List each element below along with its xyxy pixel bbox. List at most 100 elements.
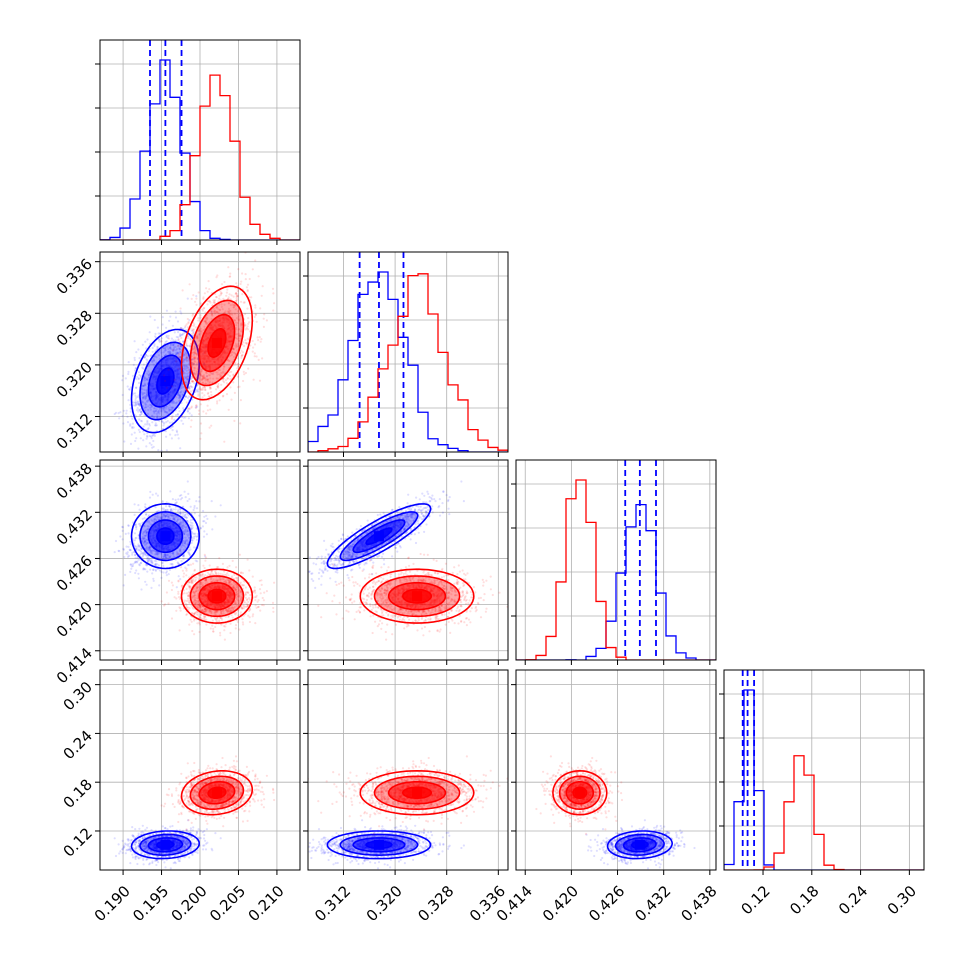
data-point: [194, 326, 197, 329]
data-point: [195, 507, 199, 510]
data-point: [195, 404, 198, 407]
data-point: [195, 335, 199, 338]
data-point: [146, 557, 149, 560]
data-point: [152, 434, 155, 437]
data-point: [171, 406, 174, 409]
data-point: [138, 418, 141, 421]
data-point: [127, 399, 130, 402]
data-point: [131, 563, 135, 566]
data-point: [220, 371, 223, 375]
data-point: [146, 525, 149, 528]
data-point: [203, 520, 206, 523]
data-point: [227, 609, 230, 612]
data-point: [235, 333, 238, 336]
data-point: [160, 517, 163, 520]
data-point: [159, 416, 162, 419]
data-point: [135, 351, 138, 354]
data-point: [197, 368, 200, 371]
data-point: [229, 581, 232, 584]
data-point: [173, 518, 176, 521]
data-point: [193, 366, 196, 369]
data-point: [169, 344, 172, 347]
data-point: [228, 293, 231, 296]
data-point: [216, 402, 219, 405]
data-point: [196, 622, 199, 625]
data-point: [182, 554, 185, 557]
data-point: [137, 447, 140, 450]
data-point: [212, 373, 215, 376]
data-point: [161, 561, 164, 564]
data-point: [156, 345, 159, 348]
data-point: [169, 508, 172, 511]
data-point: [138, 430, 141, 434]
data-point: [146, 432, 149, 435]
data-point: [191, 332, 195, 335]
data-point: [236, 310, 239, 313]
data-point: [175, 429, 178, 432]
data-point: [205, 533, 208, 536]
data-point: [204, 608, 207, 611]
data-point: [225, 579, 228, 582]
y-tick-label: 0.336: [53, 255, 96, 298]
data-point: [162, 564, 165, 568]
data-point: [126, 553, 129, 556]
data-point: [154, 562, 157, 566]
data-point: [179, 345, 182, 348]
data-point: [220, 303, 223, 306]
data-point: [162, 407, 165, 410]
data-point: [227, 582, 230, 585]
data-point: [117, 412, 120, 415]
data-point: [161, 420, 164, 423]
data-point: [155, 560, 158, 563]
data-point: [235, 321, 238, 324]
data-point: [234, 304, 237, 307]
data-point: [172, 518, 175, 521]
data-point: [194, 356, 197, 359]
data-point: [145, 437, 148, 440]
data-point: [158, 349, 161, 352]
data-point: [203, 515, 206, 518]
data-point: [176, 351, 179, 354]
data-point: [197, 600, 200, 603]
data-point: [233, 587, 236, 590]
data-point: [236, 295, 239, 298]
data-point: [238, 327, 241, 330]
data-point: [236, 337, 239, 340]
data-point: [170, 337, 173, 340]
data-point: [199, 617, 202, 620]
data-point: [176, 351, 180, 355]
data-point: [144, 540, 147, 544]
data-point: [121, 374, 124, 377]
data-point: [169, 346, 172, 349]
data-point: [180, 385, 183, 388]
data-point: [206, 300, 210, 303]
data-point: [246, 604, 250, 607]
data-point: [185, 603, 188, 606]
data-point: [146, 570, 149, 573]
data-point: [197, 603, 200, 607]
data-point: [230, 398, 233, 401]
data-point: [229, 609, 232, 613]
data-point: [194, 596, 197, 600]
data-point: [189, 390, 193, 393]
data-point: [138, 564, 141, 567]
data-point: [165, 505, 168, 508]
data-point: [186, 551, 190, 554]
data-point: [244, 328, 247, 331]
data-point: [227, 310, 230, 314]
data-point: [133, 340, 136, 343]
data-point: [185, 592, 189, 595]
data-point: [229, 631, 232, 635]
data-point: [146, 531, 149, 534]
data-point: [181, 289, 184, 292]
data-point: [257, 605, 260, 609]
data-point: [225, 291, 228, 294]
data-point: [231, 575, 234, 578]
data-point: [184, 381, 187, 384]
data-point: [143, 396, 146, 399]
data-point: [187, 382, 190, 385]
data-point: [164, 347, 167, 350]
data-point: [134, 404, 137, 407]
data-point: [144, 383, 147, 386]
